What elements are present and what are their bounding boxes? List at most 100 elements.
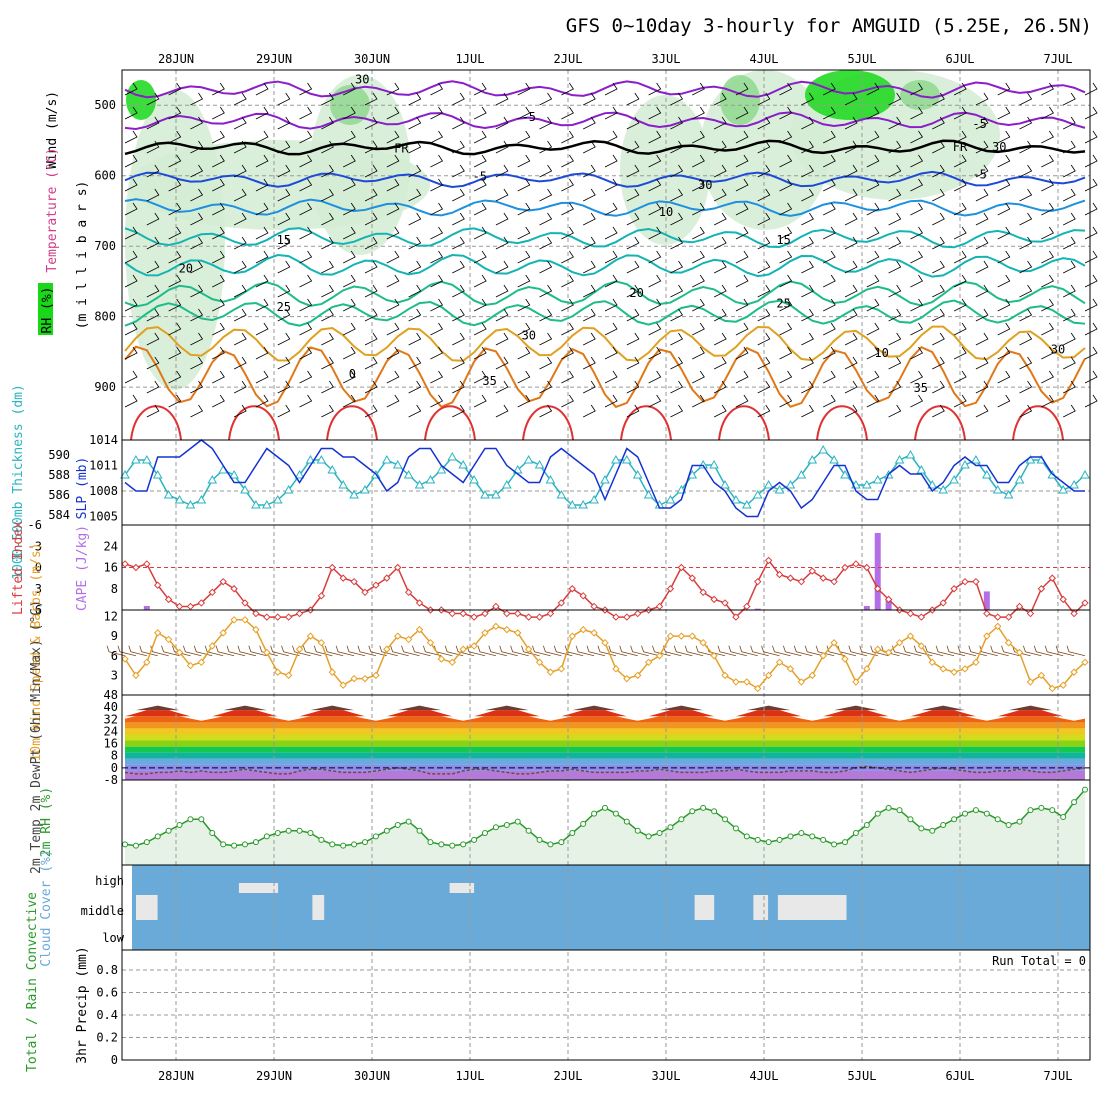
wind-barb [233, 308, 247, 322]
lifted-index-line-point [241, 599, 249, 607]
wind-speed-line-point [1081, 658, 1089, 667]
surface-wind-barb [182, 645, 202, 657]
wind-barb [517, 226, 531, 240]
wind-barb [735, 298, 749, 312]
rh2m-line-point [143, 839, 150, 846]
thickness-line-point [469, 474, 479, 484]
wind-barb [343, 82, 356, 96]
rh2m-line-point [187, 816, 194, 823]
contour-label: 30 [992, 140, 1006, 154]
wind-barb [452, 260, 465, 274]
wind-barb [801, 404, 814, 418]
isotherm-40 [522, 405, 574, 441]
cloud-level-label: middle [81, 904, 124, 918]
temperature-axis-label: Temperature (°C) [45, 147, 60, 272]
wind-barb [692, 298, 705, 312]
wind-barb [255, 106, 269, 120]
li-axis-label: Lifted Index [11, 521, 26, 615]
lifted-index-line-point [415, 599, 424, 607]
wind-barb [473, 394, 487, 408]
wind-barb [801, 92, 814, 106]
wind-barb [430, 106, 444, 120]
wind-barb [844, 380, 858, 394]
wind-speed-line-point [1026, 678, 1035, 686]
rh2m-line-point [711, 808, 718, 815]
wind-barb [626, 164, 640, 178]
thickness-line-point [949, 474, 959, 484]
wind-barb [190, 380, 204, 394]
lifted-index-line-point [448, 609, 456, 618]
wind-barb [888, 188, 902, 202]
thickness-line-point [938, 484, 949, 494]
wind-barb [757, 404, 771, 418]
wind-barb [517, 202, 531, 216]
wind-barb [539, 308, 553, 322]
wind-barb [779, 298, 793, 312]
wind-barb [561, 298, 574, 312]
lifted-index-line-point [121, 560, 129, 568]
wind-barb [932, 404, 945, 418]
wind-barb [299, 178, 313, 192]
wind-barb [823, 298, 836, 312]
wind-barb [583, 236, 596, 250]
wind-barb [866, 226, 880, 240]
wind-barb [670, 284, 684, 298]
wind-barb [757, 92, 771, 106]
surface-wind-barb [1033, 645, 1053, 657]
cloud-patch [777, 895, 847, 920]
wind-barb [473, 346, 487, 360]
lifted-index-line-point [1004, 613, 1013, 621]
wind-barb [604, 298, 618, 312]
wind-barb [648, 154, 662, 168]
wind-barb [648, 178, 662, 192]
wind-barb [343, 298, 356, 312]
wind-barb [321, 212, 334, 226]
wind-barb [910, 202, 924, 216]
dewpoint-line [124, 765, 1086, 775]
wind-barb [910, 298, 924, 312]
rh2m-line-point [471, 836, 478, 843]
wind-speed-line-point [775, 658, 784, 667]
wind-barb [277, 356, 291, 370]
wind-barb [692, 250, 705, 264]
surface-wind-barb [848, 645, 867, 657]
wind-barb [997, 274, 1011, 288]
wind-barb [190, 308, 204, 322]
wind-barb [932, 116, 945, 130]
wind-barb [801, 260, 814, 274]
thickness-line-point [240, 484, 250, 494]
surface-wind-barb [150, 645, 169, 657]
wind-barb [932, 356, 945, 370]
precip-tick: 0.8 [96, 963, 118, 977]
wind-barb [692, 130, 705, 144]
wind-speed-line-point [764, 671, 773, 680]
lifted-index-line-point [906, 609, 915, 618]
wind-barb [932, 164, 945, 178]
wind-barb [321, 188, 334, 202]
thickness-line-point [600, 474, 610, 484]
wind-barb [233, 332, 247, 346]
wind-speed-line-point [132, 671, 140, 680]
lifted-index-line-point [252, 609, 260, 618]
surface-wind-barb [346, 645, 366, 657]
lifted-index-line-point [1081, 599, 1089, 607]
wind-barb [953, 82, 967, 96]
wind-barb [190, 212, 204, 226]
wind-barb [1063, 356, 1076, 370]
wind-barb [146, 356, 160, 370]
rh-shading [125, 90, 225, 390]
wind-barb [953, 226, 967, 240]
rh2m-line-point [820, 836, 827, 843]
wind-barb [299, 154, 313, 168]
wind-barb [888, 164, 902, 178]
wind-barb [408, 380, 422, 394]
wind-barb [997, 250, 1011, 264]
rh2m-line-point [765, 839, 772, 846]
surface-wind-barb [357, 645, 377, 657]
wind-tick: 3 [111, 668, 118, 682]
rh2m-line-point [394, 822, 401, 828]
isotherm-25 [124, 299, 1086, 327]
wind-barb [124, 250, 138, 264]
lifted-index-line-point [186, 602, 195, 611]
wind-barb [670, 332, 684, 346]
